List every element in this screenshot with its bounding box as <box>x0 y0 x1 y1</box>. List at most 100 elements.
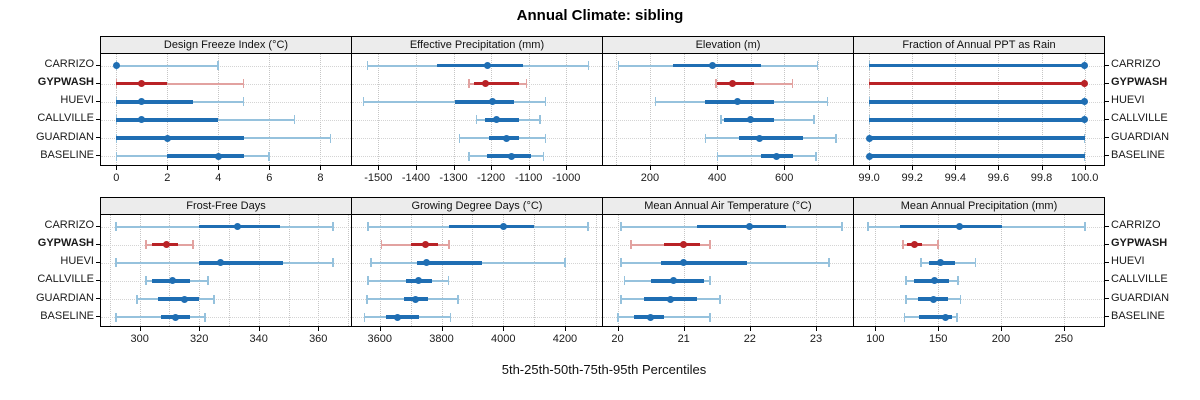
gridline-x <box>288 215 290 326</box>
site-label-huevi: HUEVI <box>60 94 94 107</box>
gridline-x <box>683 54 685 165</box>
axis-tick-label: 400 <box>707 172 727 184</box>
axis-tick-label: -1500 <box>364 172 393 184</box>
gridline-x <box>595 215 597 326</box>
gridline-x <box>169 215 171 326</box>
site-label-huevi: HUEVI <box>60 255 94 268</box>
whisker-cap-95 <box>719 294 721 304</box>
whisker-cap-95 <box>587 61 590 70</box>
whisker-cap-95 <box>268 151 270 161</box>
whisker-cap-95 <box>563 258 566 268</box>
gridline-x <box>348 215 350 326</box>
gridline-row <box>603 244 853 246</box>
panel-plot-effective-precipitation-mm <box>351 53 603 166</box>
whisker-cap-95 <box>242 79 245 89</box>
row-axis-tick-left <box>96 137 100 139</box>
gridline-row <box>352 280 602 282</box>
band-25-75 <box>167 154 244 159</box>
whisker-cap-5 <box>458 133 461 143</box>
site-label-baseline: BASELINE <box>40 148 94 161</box>
site-label-gypwash: GYPWASH <box>1111 76 1168 89</box>
median-dot <box>680 241 688 249</box>
site-label-guardian: GUARDIAN <box>35 291 94 304</box>
row-axis-tick-right <box>1105 243 1109 245</box>
median-dot <box>746 223 754 230</box>
whisker-cap-95 <box>587 222 589 231</box>
axis-tick-label: 150 <box>928 333 948 345</box>
whisker-cap-5 <box>366 294 368 304</box>
axis-tick <box>717 166 719 170</box>
median-dot <box>755 134 763 142</box>
gridline-x <box>218 54 220 165</box>
gridline-row <box>352 244 602 246</box>
median-dot <box>1081 116 1089 124</box>
gridline-x <box>441 215 443 326</box>
gridline-row <box>101 65 351 67</box>
panel-plot-growing-degree-days-c <box>351 214 603 327</box>
axis-tick <box>683 327 685 331</box>
axis-tick <box>617 327 619 331</box>
gridline-x <box>869 54 871 165</box>
axis-tick <box>441 327 443 331</box>
whisker-cap-95 <box>207 276 209 286</box>
whisker-cap-5 <box>115 258 117 268</box>
whisker-cap-95 <box>959 294 962 304</box>
row-axis-tick-left <box>96 298 100 300</box>
median-dot <box>414 277 422 285</box>
axis-tick-label: -1100 <box>515 172 543 184</box>
axis-tick <box>1084 166 1086 170</box>
whisker-5-95 <box>116 64 219 67</box>
gridline-x <box>116 54 118 165</box>
gridline-x <box>784 54 786 165</box>
axis-tick <box>116 166 118 170</box>
whisker-cap-5 <box>617 61 620 70</box>
median-dot <box>394 313 402 321</box>
axis-tick-label: 20 <box>611 333 624 345</box>
whisker-cap-95 <box>192 240 194 250</box>
axis-tick <box>320 166 322 170</box>
whisker-cap-95 <box>815 151 817 161</box>
gridline-x <box>750 54 752 165</box>
row-axis-tick-right <box>1105 155 1109 157</box>
whisker-cap-95 <box>709 276 711 286</box>
band-25-75 <box>650 279 704 283</box>
row-axis-tick-left <box>96 279 100 281</box>
whisker-cap-95 <box>457 294 460 304</box>
whisker-cap-5 <box>468 151 470 161</box>
gridline-x <box>617 215 619 326</box>
median-dot <box>1081 98 1089 106</box>
whisker-cap-5 <box>905 294 907 304</box>
axis-tick-label: 4 <box>215 172 222 184</box>
band-25-75 <box>696 224 787 229</box>
median-dot <box>163 134 171 142</box>
axis-tick <box>749 327 751 331</box>
gridline-x <box>566 54 568 165</box>
band-25-75 <box>738 136 803 140</box>
band-25-75 <box>900 224 1003 229</box>
whisker-cap-95 <box>544 133 547 143</box>
whisker-cap-5 <box>115 312 117 322</box>
gridline-x <box>228 215 230 326</box>
axis-tick <box>528 166 530 170</box>
gridline-row <box>854 262 1104 264</box>
median-dot <box>421 241 429 249</box>
median-dot <box>942 313 950 321</box>
gridline-row <box>854 280 1104 282</box>
row-axis-tick-right <box>1105 64 1109 66</box>
gridline-x <box>912 54 914 165</box>
median-dot <box>493 116 501 124</box>
band-25-75 <box>673 63 761 68</box>
axis-tick-label: 99.6 <box>987 172 1010 184</box>
whisker-cap-95 <box>538 115 541 125</box>
axis-tick-label: 99.4 <box>944 172 966 184</box>
axis-tick-label: 200 <box>640 172 660 184</box>
band-25-75 <box>869 136 1085 140</box>
whisker-cap-5 <box>136 294 138 304</box>
axis-tick <box>318 327 320 331</box>
row-axis-tick-left <box>96 64 100 66</box>
axis-tick <box>912 166 914 170</box>
whisker-cap-5 <box>380 240 383 250</box>
median-dot <box>747 116 755 124</box>
axis-tick <box>378 166 380 170</box>
panel-plot-mean-annual-precipitation-mm <box>853 214 1105 327</box>
